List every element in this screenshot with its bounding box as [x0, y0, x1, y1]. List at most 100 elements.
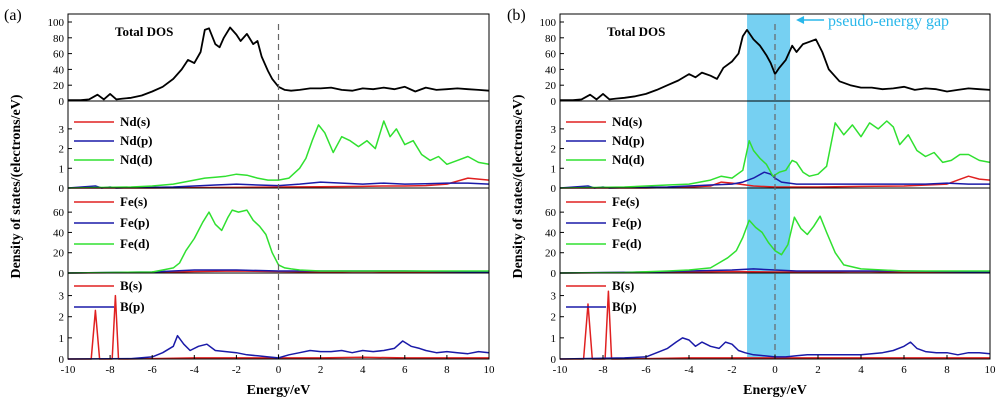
x-tick-label: 2	[318, 364, 324, 376]
legend-label: Fe(s)	[612, 194, 639, 209]
y-tick-label: 20	[53, 248, 65, 260]
x-tick-label: 4	[858, 364, 864, 376]
subplot-b: 0 1 2 3 B(s) B(p)	[59, 272, 490, 366]
x-tick-label: 4	[360, 364, 366, 376]
subplot-b: 0 1 2 3 B(s) B(p)	[551, 272, 991, 366]
legend-label: B(s)	[612, 278, 634, 293]
x-tick-label: -2	[232, 364, 241, 376]
y-tick-label: 2	[59, 312, 65, 324]
y-tick-label: 100	[48, 17, 65, 29]
y-tick-label: 2	[551, 312, 557, 324]
y-tick-label: 20	[545, 80, 557, 92]
subplot-fe: 0 20 40 60 Fe(s) Fe(p) Fe(d)	[53, 187, 490, 280]
x-tick-label: 0	[276, 364, 282, 376]
x-tick-label: 2	[815, 364, 821, 376]
x-tick-label: 8	[944, 364, 950, 376]
series-b-p	[67, 334, 490, 360]
y-tick-label: 3	[551, 124, 557, 136]
y-tick-label: 60	[53, 207, 65, 219]
legend-label: Nd(s)	[120, 114, 150, 129]
x-tick-label: -4	[684, 364, 694, 376]
legend-label: Total DOS	[607, 24, 665, 39]
x-tick-label: -4	[190, 364, 200, 376]
y-tick-label: 40	[545, 227, 557, 239]
y-tick-label: 1	[551, 163, 557, 175]
x-tick-label: -6	[148, 364, 158, 376]
legend-label: Total DOS	[115, 24, 173, 39]
x-tick-label: 10	[484, 364, 496, 376]
y-tick-label: 1	[551, 333, 557, 345]
y-tick-label: 2	[551, 144, 557, 156]
subplot-total: 0 20 40 60 80 100 Total DOS	[48, 13, 490, 108]
x-tick-label: -10	[553, 364, 568, 376]
y-tick-label: 2	[59, 144, 65, 156]
subplot-total: 0 20 40 60 80 100 Total DOS	[540, 13, 991, 108]
y-tick-label: 0	[551, 268, 557, 280]
y-tick-label: 0	[59, 183, 65, 195]
legend-label: Nd(p)	[612, 133, 645, 148]
y-tick-label: 100	[540, 17, 557, 29]
x-axis-label: Energy/eV	[743, 383, 807, 398]
legend-label: B(p)	[120, 299, 145, 314]
y-tick-label: 20	[53, 80, 65, 92]
series-nd-d	[559, 120, 991, 189]
y-tick-label: 0	[551, 354, 557, 366]
x-tick-label: 0	[772, 364, 778, 376]
series-nd-s	[560, 175, 991, 189]
x-tick-label: -10	[61, 364, 76, 376]
y-tick-label: 40	[545, 64, 557, 76]
x-tick-label: 8	[444, 364, 450, 376]
x-tick-label: 6	[402, 364, 408, 376]
x-tick-label: -6	[641, 364, 651, 376]
y-tick-label: 3	[551, 291, 557, 303]
y-tick-label: 0	[59, 96, 65, 108]
y-tick-label: 60	[53, 49, 65, 61]
pseudo-gap-annotation: pseudo-energy gap	[828, 13, 949, 30]
x-axis-label: Energy/eV	[247, 383, 311, 398]
x-tick-label: 6	[901, 364, 907, 376]
x-tick-label: -2	[727, 364, 736, 376]
series-nd-d	[67, 120, 490, 189]
legend-label: Nd(d)	[120, 152, 153, 167]
series-total-dos	[560, 28, 991, 102]
series-total-dos	[68, 26, 490, 102]
legend-label: Nd(d)	[612, 152, 645, 167]
y-tick-label: 0	[59, 354, 65, 366]
y-tick-label: 3	[59, 124, 65, 136]
legend-label: Fe(d)	[120, 236, 150, 251]
x-tick-label: 10	[985, 364, 997, 376]
annotation-arrowhead	[796, 16, 805, 24]
y-tick-label: 80	[53, 33, 65, 45]
legend-label: Fe(p)	[120, 215, 150, 230]
x-tick-label: -8	[106, 364, 116, 376]
panel-letter: (a)	[4, 7, 22, 24]
y-tick-label: 20	[545, 248, 557, 260]
y-tick-label: 40	[53, 64, 65, 76]
y-axis-label: Density of states/(electrons/eV)	[9, 94, 24, 278]
y-tick-label: 60	[545, 49, 557, 61]
legend-label: B(s)	[120, 278, 142, 293]
legend-label: Fe(s)	[120, 194, 147, 209]
subplot-nd: 0 1 2 3 Nd(s) Nd(p) Nd(d)	[59, 100, 490, 195]
y-tick-label: 0	[551, 183, 557, 195]
y-tick-label: 80	[545, 33, 557, 45]
legend-label: Nd(p)	[120, 133, 153, 148]
y-axis-label: Density of states/(electrons/eV)	[511, 94, 526, 278]
legend-label: Nd(s)	[612, 114, 642, 129]
series-fe-d	[67, 209, 489, 274]
y-tick-label: 60	[545, 207, 557, 219]
legend-label: Fe(p)	[612, 215, 642, 230]
y-tick-label: 1	[59, 163, 65, 175]
y-tick-label: 0	[551, 96, 557, 108]
y-tick-label: 1	[59, 333, 65, 345]
legend-label: Fe(d)	[612, 236, 642, 251]
series-fe-d	[559, 215, 990, 274]
panel-letter: (b)	[507, 7, 526, 24]
y-tick-label: 3	[59, 291, 65, 303]
x-tick-label: -8	[598, 364, 608, 376]
y-tick-label: 40	[53, 227, 65, 239]
legend-label: B(p)	[612, 299, 637, 314]
